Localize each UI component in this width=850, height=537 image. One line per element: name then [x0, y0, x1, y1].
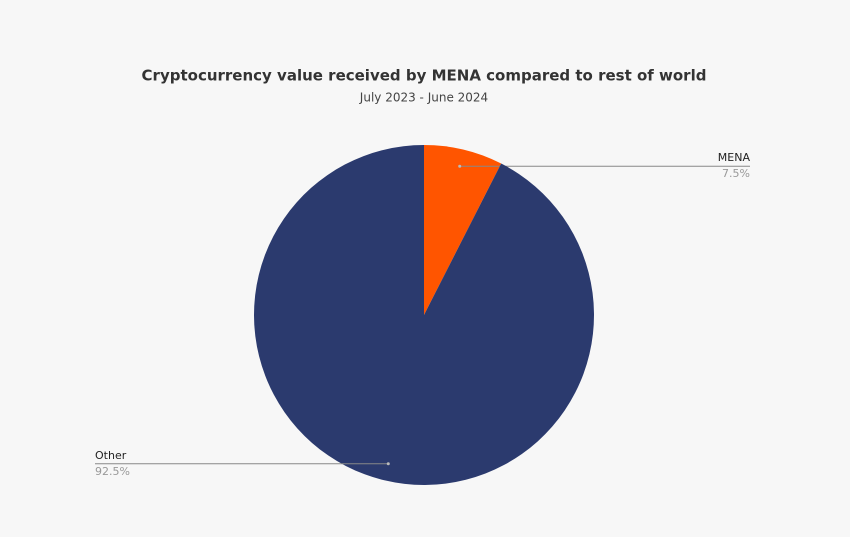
chart-subtitle: July 2023 - June 2024	[359, 91, 488, 105]
slice-value-label: 7.5%	[722, 167, 750, 180]
slice-value-label: 92.5%	[95, 465, 130, 478]
leader-dot	[458, 164, 462, 168]
slice-label: MENA	[718, 151, 751, 164]
pie-slice	[424, 145, 502, 315]
slice-label: Other	[95, 449, 127, 462]
chart-title: Cryptocurrency value received by MENA co…	[142, 67, 707, 85]
leader-dot	[386, 462, 390, 466]
pie-slice	[254, 145, 594, 486]
